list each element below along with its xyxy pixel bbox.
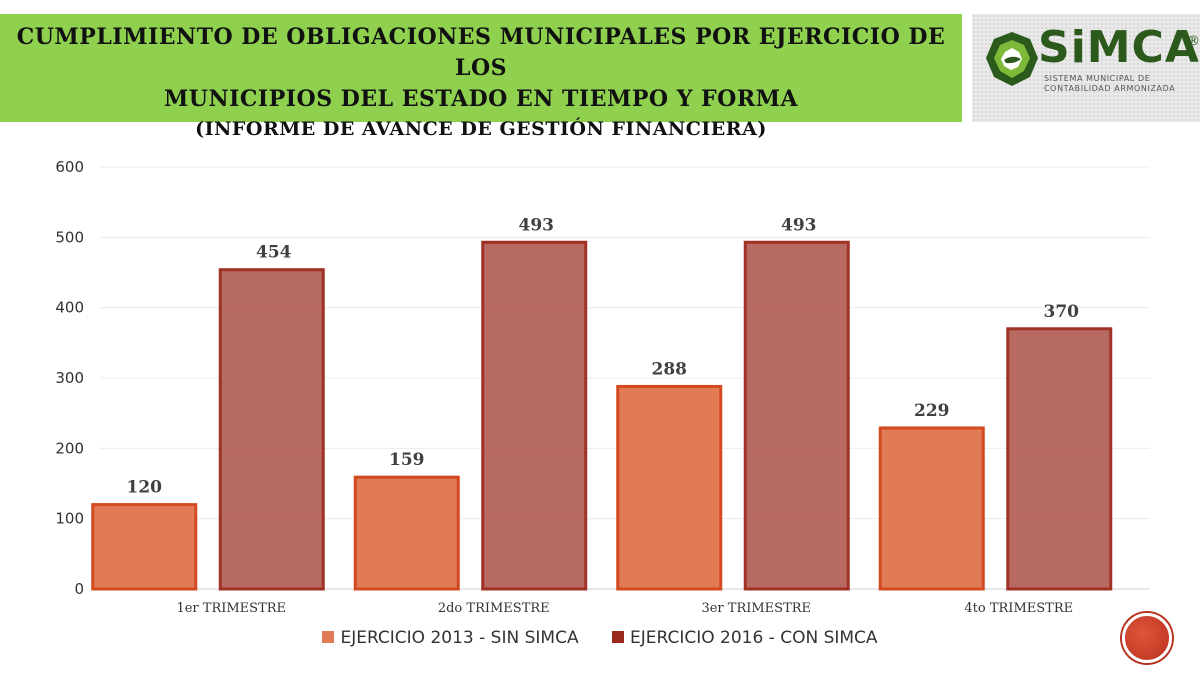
data-label-2013-3: 288 (652, 359, 688, 379)
x-tick-label-4: 4to TRIMESTRE (964, 601, 1073, 616)
y-tick-label-200: 200 (55, 439, 84, 457)
legend-swatch-2013 (322, 631, 335, 643)
chart-title-line-2: MUNICIPIOS DEL ESTADO EN TIEMPO Y FORMA (163, 86, 799, 112)
chart-subtitle: (INFORME DE AVANCE DE GESTIÓN FINANCIERA… (195, 118, 767, 140)
bar-2016-1 (218, 268, 325, 591)
x-tick-label-1: 1er TRIMESTRE (176, 601, 286, 616)
data-label-2013-2: 159 (389, 450, 425, 470)
logo-panel (972, 14, 1200, 122)
logo-wordmark: SiMCA (1038, 22, 1200, 73)
chart-title-line-1: CUMPLIMIENTO DE OBLIGACIONES MUNICIPALES… (16, 24, 946, 81)
y-tick-label-500: 500 (55, 228, 84, 246)
legend-item-2016: EJERCICIO 2016 - CON SIMCA (611, 628, 878, 648)
logo-tagline-1: SISTEMA MUNICIPAL DE (1044, 74, 1151, 83)
data-label-2016-4: 370 (1044, 302, 1080, 322)
nav-circle-icon[interactable] (1122, 613, 1172, 663)
y-tick-label-400: 400 (55, 299, 84, 317)
bar-2013-4 (878, 426, 985, 591)
data-label-2016-3: 493 (781, 215, 817, 235)
bar-2016-4 (1006, 327, 1113, 591)
data-label-2016-2: 493 (519, 215, 555, 235)
title-banner: CUMPLIMIENTO DE OBLIGACIONES MUNICIPALES… (0, 14, 962, 140)
data-label-2016-1: 454 (256, 243, 292, 263)
x-tick-label-2: 2do TRIMESTRE (438, 601, 550, 616)
bar-2013-1 (91, 503, 198, 591)
simca-logo-icon (986, 32, 1038, 86)
data-label-2013-1: 120 (127, 478, 163, 498)
legend-label-2013: EJERCICIO 2013 - SIN SIMCA (340, 628, 579, 648)
logo-registered-mark: ® (1187, 34, 1200, 49)
legend-label-2016: EJERCICIO 2016 - CON SIMCA (629, 628, 878, 648)
y-tick-label-100: 100 (55, 510, 84, 528)
legend-item-2013: EJERCICIO 2013 - SIN SIMCA (322, 628, 579, 648)
x-tick-label-3: 3er TRIMESTRE (701, 601, 811, 616)
bar-2013-2 (353, 475, 460, 591)
chart-legend: EJERCICIO 2013 - SIN SIMCA EJERCICIO 201… (0, 628, 1200, 648)
bar-2016-2 (481, 240, 588, 591)
y-tick-label-300: 300 (55, 369, 84, 387)
bar-2016-3 (743, 240, 850, 591)
legend-swatch-2016 (611, 631, 624, 643)
logo-tagline-2: CONTABILIDAD ARMONIZADA (1044, 84, 1176, 93)
data-label-2013-4: 229 (914, 401, 950, 421)
bar-2013-3 (616, 384, 723, 591)
y-tick-label-0: 0 (74, 580, 84, 598)
y-tick-label-600: 600 (55, 158, 84, 176)
